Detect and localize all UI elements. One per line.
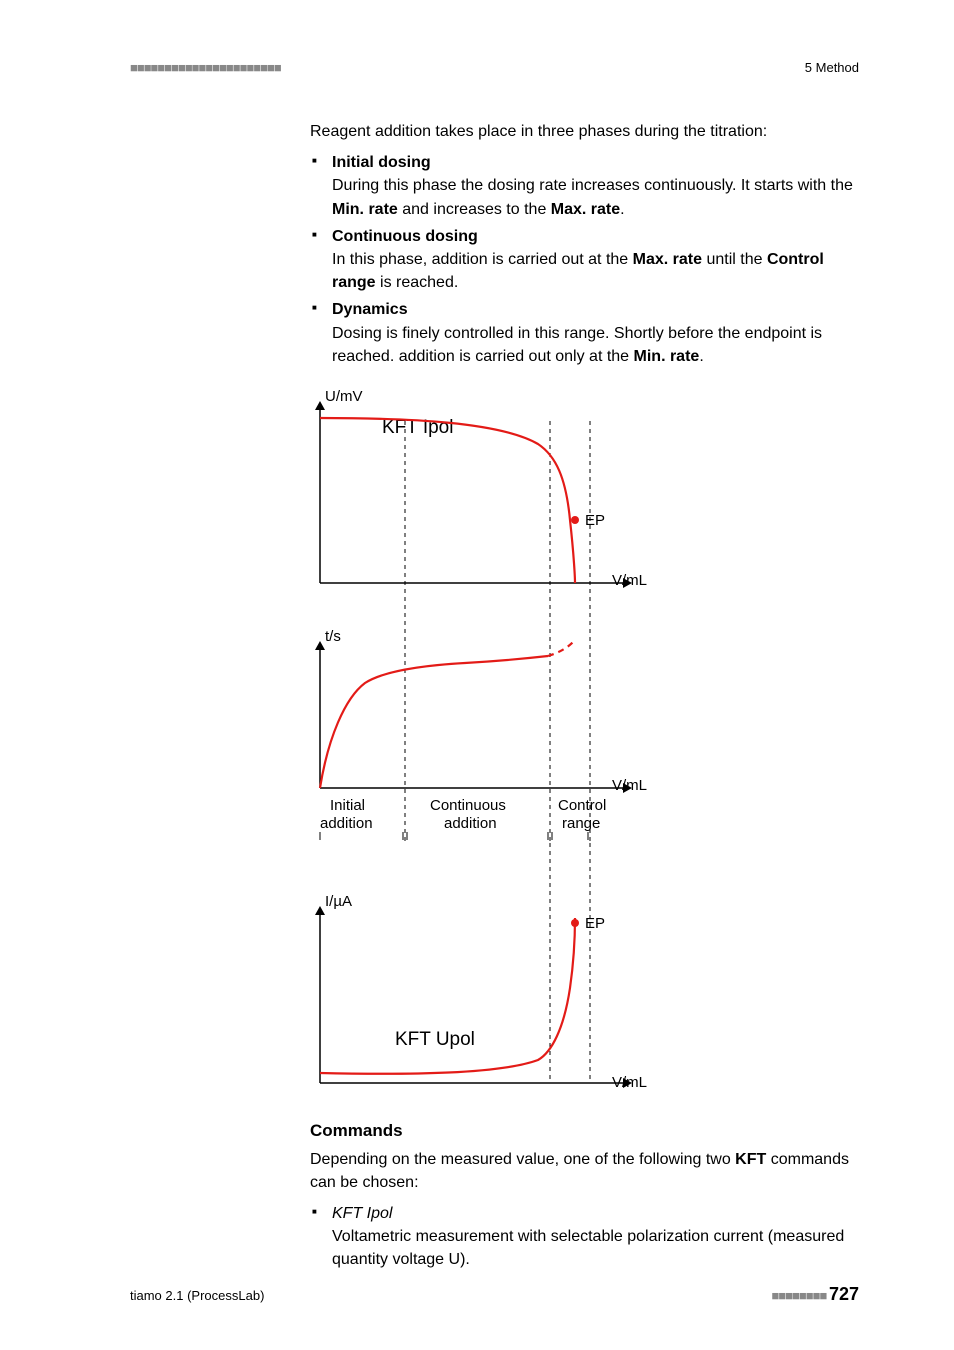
- commands-list: KFT Ipol Voltametric measurement with se…: [310, 1202, 859, 1272]
- header-section-label: 5 Method: [805, 60, 859, 75]
- command-body: Voltametric measurement with selectable …: [332, 1228, 844, 1268]
- header-left-marks: ■■■■■■■■■■■■■■■■■■■■■■: [130, 60, 281, 75]
- page-number: 727: [829, 1284, 859, 1304]
- svg-text:t/s: t/s: [325, 628, 341, 645]
- commands-intro: Depending on the measured value, one of …: [310, 1148, 859, 1194]
- phase-body: Dosing is finely controlled in this rang…: [332, 325, 822, 365]
- svg-text:Continuous: Continuous: [430, 797, 506, 814]
- svg-text:Control: Control: [558, 797, 606, 814]
- phase-body: During this phase the dosing rate increa…: [332, 177, 853, 217]
- figure-kft: U/mVKFT IpolV/mLEPt/sV/mLInitialaddition…: [290, 378, 859, 1105]
- svg-text:V/mL: V/mL: [612, 572, 647, 589]
- phase-title: Dynamics: [332, 301, 408, 318]
- phase-item-initial: Initial dosing During this phase the dos…: [310, 151, 859, 221]
- command-item-ipol: KFT Ipol Voltametric measurement with se…: [310, 1202, 859, 1272]
- page-header: ■■■■■■■■■■■■■■■■■■■■■■ 5 Method: [130, 60, 859, 75]
- figure-svg: U/mVKFT IpolV/mLEPt/sV/mLInitialaddition…: [290, 378, 650, 1098]
- page: ■■■■■■■■■■■■■■■■■■■■■■ 5 Method Reagent …: [0, 0, 954, 1350]
- footer-right: ■■■■■■■■ 727: [772, 1284, 860, 1305]
- svg-text:Initial: Initial: [330, 797, 365, 814]
- phase-item-continuous: Continuous dosing In this phase, additio…: [310, 225, 859, 295]
- svg-text:range: range: [562, 815, 600, 832]
- phase-item-dynamics: Dynamics Dosing is finely controlled in …: [310, 298, 859, 368]
- phase-title: Initial dosing: [332, 154, 431, 171]
- intro-text: Reagent addition takes place in three ph…: [310, 120, 859, 143]
- footer-left: tiamo 2.1 (ProcessLab): [130, 1288, 264, 1303]
- svg-text:V/mL: V/mL: [612, 777, 647, 794]
- phase-title: Continuous dosing: [332, 228, 478, 245]
- svg-text:EP: EP: [585, 915, 605, 932]
- svg-text:V/mL: V/mL: [612, 1074, 647, 1091]
- svg-text:EP: EP: [585, 512, 605, 529]
- commands-heading: Commands: [310, 1119, 859, 1144]
- svg-text:U/mV: U/mV: [325, 388, 363, 405]
- svg-text:KFT Upol: KFT Upol: [395, 1029, 475, 1050]
- command-title: KFT Ipol: [332, 1205, 392, 1222]
- svg-text:addition: addition: [320, 815, 373, 832]
- page-footer: tiamo 2.1 (ProcessLab) ■■■■■■■■ 727: [130, 1284, 859, 1305]
- content-body: Reagent addition takes place in three ph…: [310, 120, 859, 1272]
- svg-text:addition: addition: [444, 815, 497, 832]
- footer-marks: ■■■■■■■■: [772, 1288, 827, 1303]
- svg-text:I/µA: I/µA: [325, 893, 352, 910]
- phase-list: Initial dosing During this phase the dos…: [310, 151, 859, 368]
- phase-body: In this phase, addition is carried out a…: [332, 251, 824, 291]
